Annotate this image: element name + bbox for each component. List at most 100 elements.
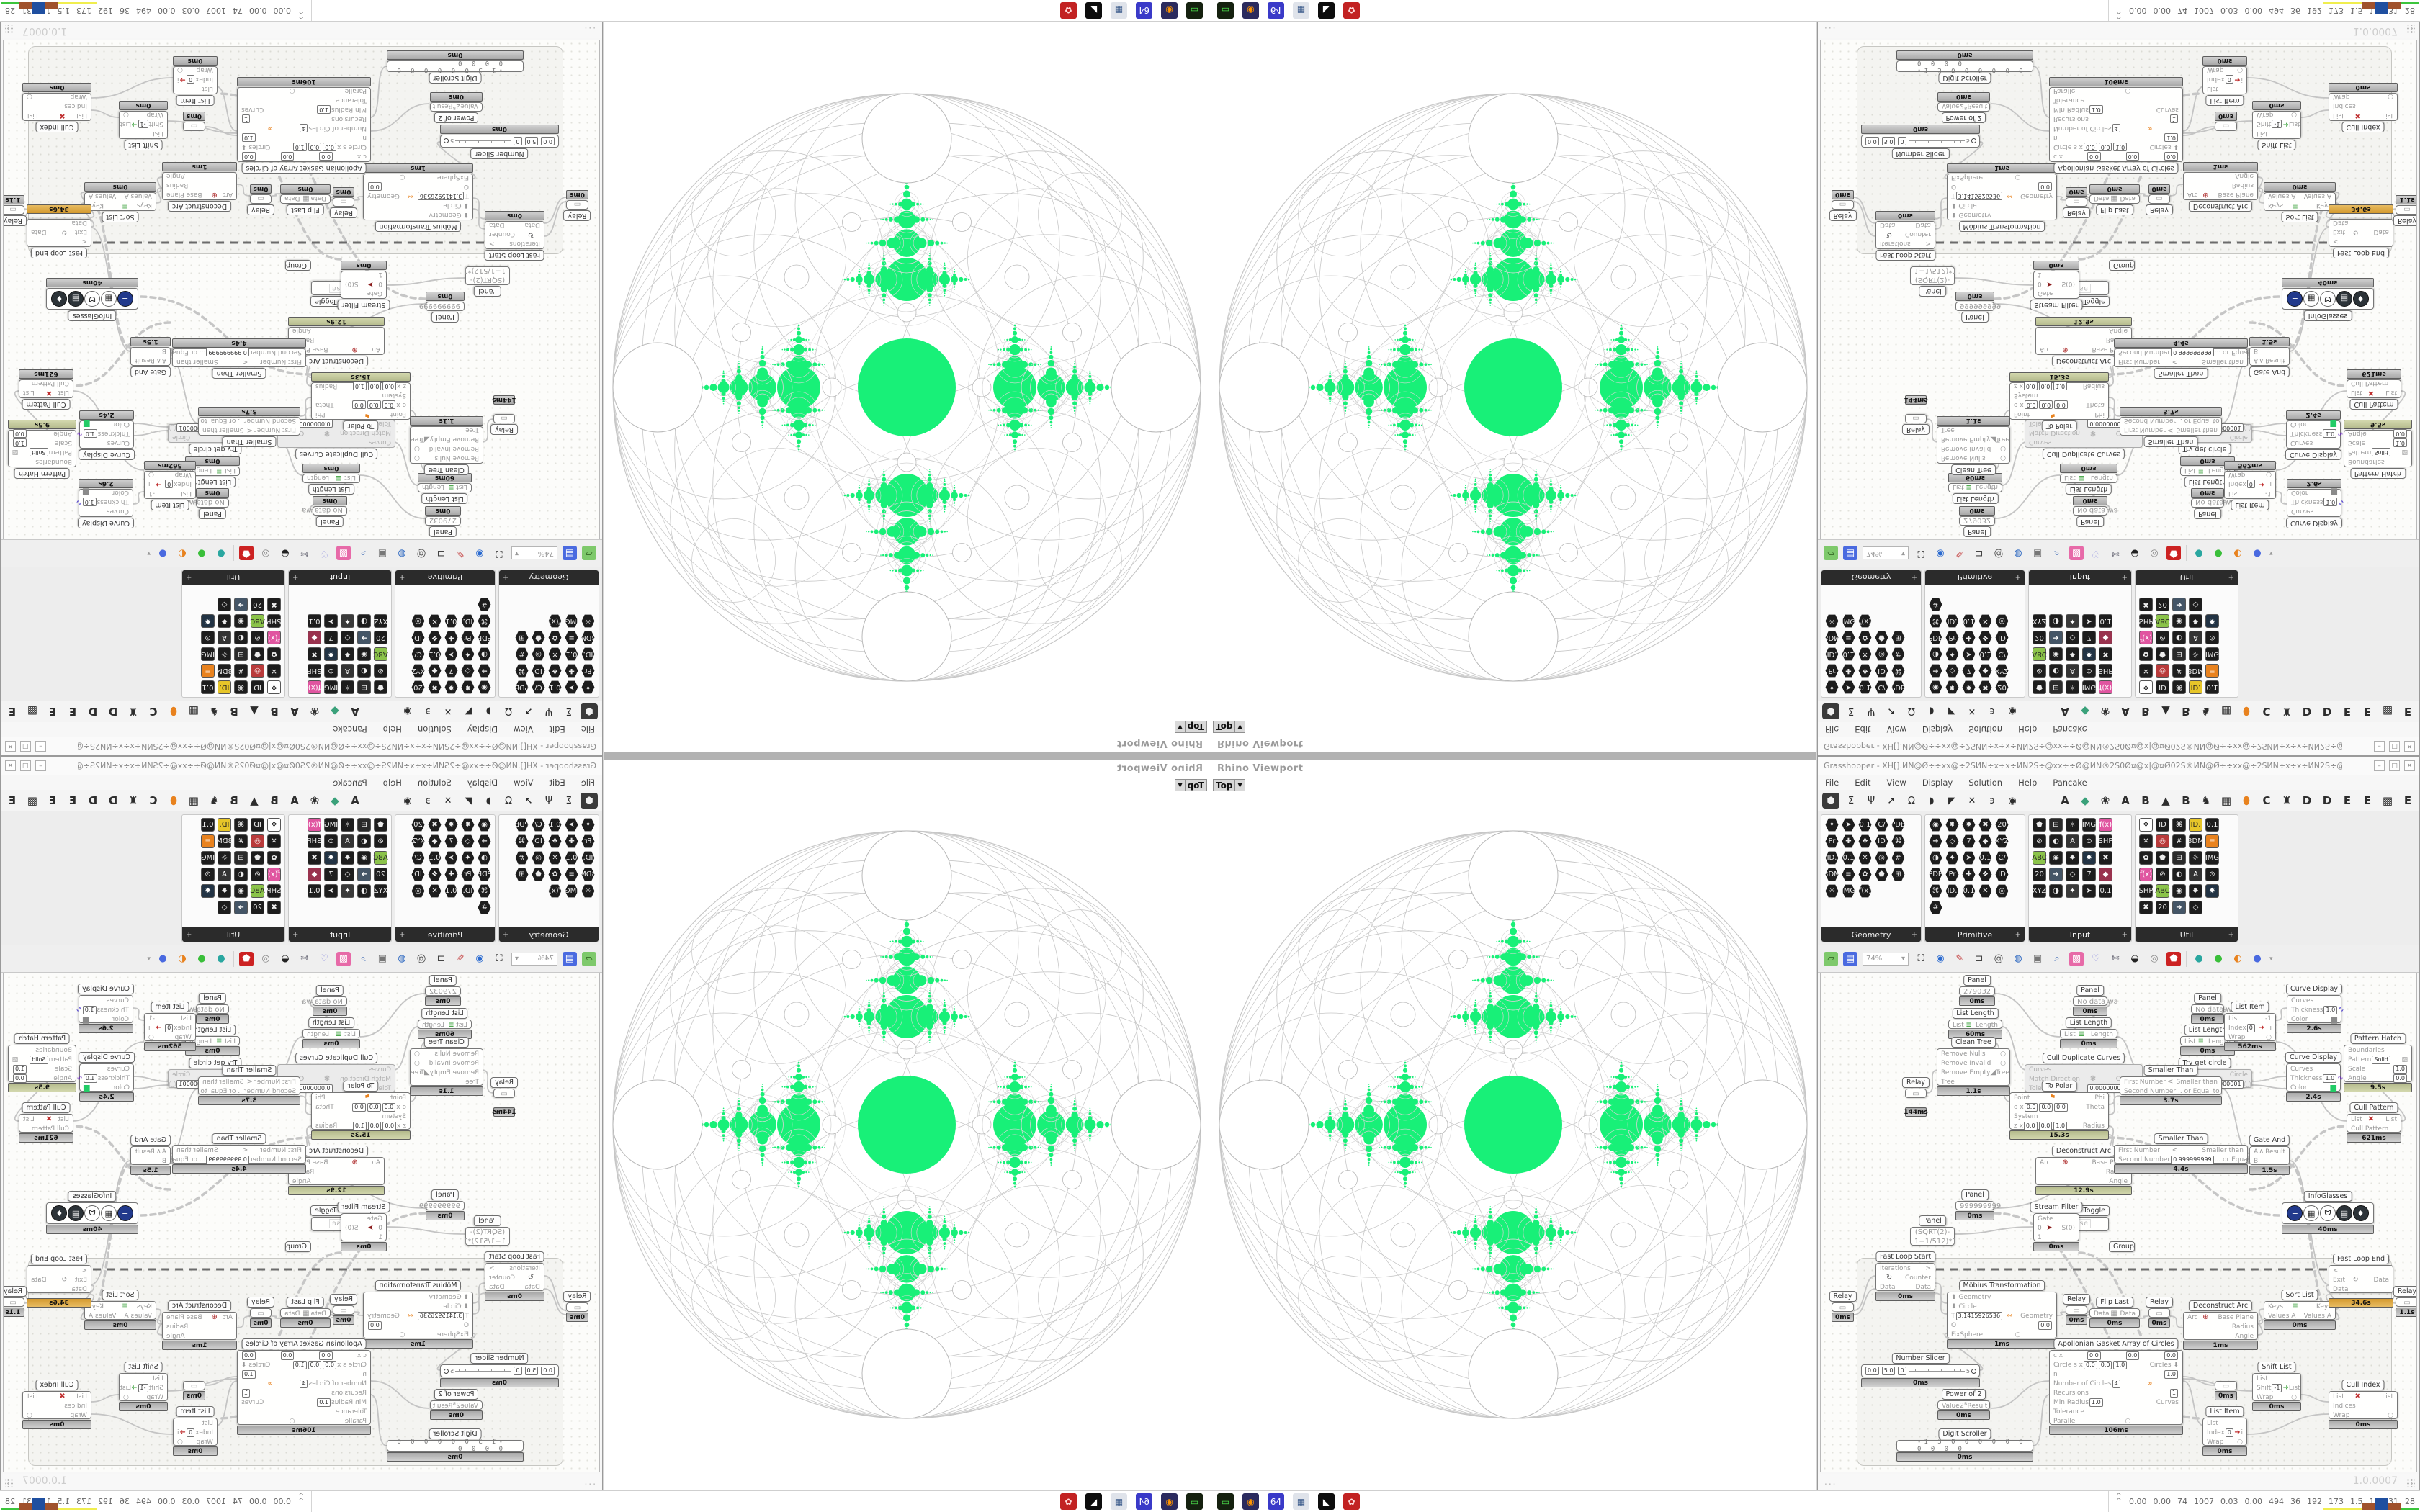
node-label[interactable]: Number Slider: [1891, 148, 1950, 159]
node-body[interactable]: 0.0 5.0 0 5: [1861, 135, 1980, 148]
component-icon[interactable]: 0.1: [2099, 884, 2112, 898]
node-label[interactable]: Cull Pattern: [22, 1102, 71, 1113]
value-box[interactable]: -1: [2272, 120, 2282, 129]
node-label[interactable]: Stream Filter: [337, 1202, 390, 1212]
category-tab-icon[interactable]: ◗: [485, 795, 491, 806]
category-tab-icon[interactable]: ➚: [524, 795, 533, 806]
taskbar-icon-floppy-64[interactable]: 64: [1268, 2, 1284, 19]
node-body[interactable]: No data wa: [2191, 498, 2236, 508]
component-icon[interactable]: ⬟: [1875, 631, 1888, 644]
node-label[interactable]: List Item: [151, 1002, 189, 1012]
menu-item-solution[interactable]: Solution: [417, 778, 452, 788]
component-icon[interactable]: ◐: [2049, 834, 2063, 848]
component-icon[interactable]: ◑: [1929, 851, 1942, 865]
component-icon[interactable]: ✿: [1858, 631, 1872, 644]
component-icon[interactable]: ✖: [308, 851, 321, 865]
component-icon[interactable]: ◎: [532, 851, 545, 865]
component-icon[interactable]: 0.1: [201, 680, 215, 694]
node-label[interactable]: Pattern Hatch: [2349, 1033, 2406, 1044]
jack-icon[interactable]: ⊐: [436, 953, 445, 964]
category-tab-icon[interactable]: ϶: [1989, 706, 1995, 717]
node-body[interactable]: 0.0 5.0 0 5: [440, 1364, 559, 1377]
component-icon[interactable]: ◆: [428, 664, 442, 678]
component-icon[interactable]: ⬟: [2033, 818, 2046, 832]
component-icon[interactable]: ◐: [2172, 631, 2186, 644]
component-icon[interactable]: IMG: [1842, 614, 1855, 628]
component-icon[interactable]: ✚: [1962, 631, 1976, 644]
component-icon[interactable]: ✕: [548, 647, 562, 661]
menu-item-solution[interactable]: Solution: [1968, 778, 2003, 788]
balloon-icon[interactable]: ♡: [320, 548, 328, 559]
component-icon[interactable]: ⌘: [1891, 664, 1905, 678]
category-tab-icon[interactable]: ◗: [1929, 795, 1935, 806]
node-label[interactable]: Panel: [429, 975, 457, 986]
node-body[interactable]: < Exit ↻ Data Data: [27, 219, 91, 247]
component-icon[interactable]: ➜: [478, 664, 491, 678]
window-icon[interactable]: ▣: [2033, 548, 2043, 559]
value-box[interactable]: 1.0: [352, 382, 367, 391]
gha-globe-icon[interactable]: ◍: [398, 953, 406, 964]
plugin-tab[interactable]: E: [2343, 794, 2352, 807]
component-icon[interactable]: SHP: [2099, 834, 2112, 848]
ribbon-cross-icon[interactable]: ✄: [300, 953, 309, 964]
component-icon[interactable]: IMG: [2082, 818, 2096, 832]
component-icon[interactable]: 0.1: [1962, 614, 1976, 628]
menu-item-pancake[interactable]: Pancake: [2053, 724, 2087, 734]
chevron-up-icon[interactable]: ^ ^: [298, 1493, 304, 1505]
expand-plus-icon[interactable]: +: [399, 573, 405, 582]
component-icon[interactable]: IMG: [565, 884, 578, 898]
eye-view-icon[interactable]: ◉: [1936, 953, 1945, 964]
node-label[interactable]: InfoGlasses: [68, 310, 117, 321]
gha-globe-icon[interactable]: ◍: [2014, 953, 2022, 964]
value-box[interactable]: 3.1415926536: [1955, 192, 2003, 201]
node-body[interactable]: (SQRT(2)- 1+1/512)*1: [1910, 266, 1957, 285]
node-label[interactable]: Clean Tree: [424, 464, 469, 475]
node-body[interactable]: ⬆ Geometry ⬇ Circle T 3.1415926536 ∾ Geometry…: [1947, 174, 2057, 220]
gem-red-icon[interactable]: ⬟: [239, 546, 254, 561]
component-icon[interactable]: A: [341, 834, 354, 848]
jack-icon[interactable]: ⊐: [1975, 548, 1984, 559]
expand-plus-icon[interactable]: +: [186, 573, 192, 582]
node-body[interactable]: List ✖ List Indices Wrap ○: [22, 1391, 91, 1419]
component-icon[interactable]: #: [234, 664, 248, 678]
component-icon[interactable]: ➜: [2049, 631, 2063, 644]
node-body[interactable]: Remove Nulls ○ Remove Invalid ○ Remove Empty…: [410, 426, 483, 464]
component-icon[interactable]: ⊘: [2033, 834, 2046, 848]
value-box[interactable]: 0.0: [368, 182, 382, 192]
node-body[interactable]: c x 0.0 0.0 0.0 Circle s x 0.0 0.0 1.0 Circles ⬇…: [237, 87, 371, 162]
node-body[interactable]: List Shift -1 ➜ List Wrap ○: [119, 1373, 168, 1401]
node-body[interactable]: ≡ ▦ ᗢ ▤ ♦: [46, 288, 138, 310]
node-label[interactable]: Fast Loop End: [31, 1254, 87, 1264]
value-box[interactable]: 1.0: [13, 438, 27, 448]
plugin-tab[interactable]: ♜: [2282, 705, 2292, 718]
component-icon[interactable]: ⊞: [2049, 680, 2063, 694]
number-slider-control[interactable]: 0.0 5.0 0 5: [1862, 135, 1979, 147]
value-box[interactable]: Solid: [30, 448, 48, 457]
component-icon[interactable]: ⊙: [324, 834, 338, 848]
menu-item-display[interactable]: Display: [467, 778, 498, 788]
component-icon[interactable]: ABC: [2155, 884, 2170, 898]
component-icon[interactable]: ✸: [2189, 614, 2202, 628]
component-icon[interactable]: f(x): [2099, 680, 2112, 694]
node-body[interactable]: Curves Thickness 1.0 ∿ Color ▆: [2286, 1063, 2344, 1092]
plugin-tab[interactable]: E: [8, 794, 17, 807]
component-icon[interactable]: ⊞: [515, 868, 529, 881]
viewport-tab-top[interactable]: Top ▼: [1213, 779, 1245, 791]
node-label[interactable]: Number Slider: [470, 1353, 529, 1364]
menu-item-edit[interactable]: Edit: [1855, 778, 1871, 788]
chevron-up-icon[interactable]: ^ ^: [298, 7, 304, 19]
value-box[interactable]: 1: [2169, 114, 2178, 124]
value-box[interactable]: 0.0: [280, 152, 295, 161]
node-body[interactable]: A ∧ Result B: [2249, 347, 2290, 366]
node-body[interactable]: A ∧ Result B: [130, 347, 171, 366]
component-icon[interactable]: ⊞: [357, 818, 371, 832]
taskbar-icon-firefox[interactable]: ◉: [1242, 2, 1259, 19]
node-body[interactable]: ▭: [2148, 194, 2170, 204]
component-icon[interactable]: 0.1: [308, 614, 321, 628]
component-icon[interactable]: ✦: [1945, 851, 1959, 865]
node-label[interactable]: Apollonian Gasket Array of Circles: [241, 1338, 367, 1349]
node-label[interactable]: Relay: [490, 424, 519, 435]
node-body[interactable]: List ≣ Length: [1948, 1020, 2002, 1029]
component-icon[interactable]: ID: [251, 680, 264, 694]
